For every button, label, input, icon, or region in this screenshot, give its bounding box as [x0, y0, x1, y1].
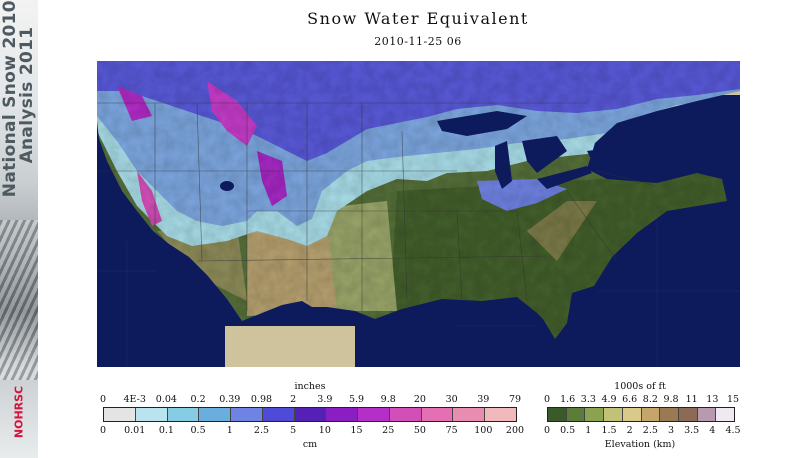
- inch-tick-label: 4E-3: [123, 394, 146, 405]
- elevation-swatch: [604, 408, 623, 421]
- km-tick-label: 1: [585, 425, 592, 436]
- inch-tick-label: 39: [477, 394, 490, 405]
- elevation-swatch: [660, 408, 679, 421]
- state-boundaries: [97, 102, 658, 311]
- cm-tick-label: 5: [290, 425, 297, 436]
- swe-legend-unit-cm: cm: [302, 439, 318, 450]
- ft-tick-label: 9.8: [663, 394, 679, 405]
- inch-tick-label: 9.8: [380, 394, 396, 405]
- ft-tick-label: 13: [706, 394, 719, 405]
- km-tick-label: 0: [543, 425, 551, 436]
- banner-title-line2: Analysis 2011: [17, 26, 37, 164]
- elevation-swatch: [641, 408, 661, 421]
- km-tick-label: 1.5: [601, 425, 617, 436]
- cm-tick-label: 1: [226, 425, 233, 436]
- ft-tick-label: 15: [726, 394, 740, 405]
- swe-legend-unit-inches: inches: [294, 381, 326, 392]
- elevation-color-bar: [547, 407, 735, 422]
- km-tick-label: 3: [667, 425, 675, 436]
- cm-tick-label: 0.1: [158, 425, 174, 436]
- inch-tick-label: 0: [99, 394, 107, 405]
- banner-title: National Snow 2010- Analysis 2011: [0, 0, 37, 197]
- swe-swatch: [389, 408, 422, 421]
- swe-swatch: [453, 408, 486, 421]
- ft-tick-label: 11: [685, 394, 698, 405]
- cm-tick-label: 0.01: [124, 425, 146, 436]
- ft-tick-label: 8.2: [642, 394, 658, 405]
- inch-tick-label: 79: [508, 394, 522, 405]
- elevation-swatch: [566, 408, 586, 421]
- ft-tick-label: 4.9: [601, 394, 617, 405]
- swe-swatch: [485, 408, 516, 421]
- inch-tick-label: 5.9: [348, 394, 365, 405]
- km-tick-label: 4: [709, 425, 716, 436]
- cm-tick-label: 50: [413, 425, 426, 436]
- inch-tick-label: 0.39: [219, 394, 241, 405]
- no-data-region-mexico: [225, 326, 355, 367]
- swe-swatch: [104, 408, 136, 421]
- cm-tick-label: 2.5: [253, 425, 270, 436]
- swe-swatch: [294, 408, 327, 421]
- cm-tick-label: 15: [350, 425, 363, 436]
- elevation-swatch: [548, 408, 567, 421]
- elevation-legend-unit-ft: 1000s of ft: [614, 381, 666, 392]
- snow-water-equivalent-map: [97, 61, 740, 367]
- swe-swatch: [262, 408, 295, 421]
- cm-tick-label: 100: [474, 425, 493, 436]
- swe-swatch: [358, 408, 390, 421]
- swe-swatch: [326, 408, 359, 421]
- snow-cover-heavy: [97, 61, 740, 161]
- elevation-legend-unit-km: Elevation (km): [604, 439, 676, 450]
- great-lakes-snowband: [477, 179, 567, 211]
- elevation-swatch: [697, 408, 717, 421]
- inch-tick-label: 3.9: [317, 394, 333, 405]
- ft-tick-label: 6.6: [622, 394, 638, 405]
- cm-tick-label: 25: [382, 425, 395, 436]
- banner-photo-texture: [0, 220, 38, 380]
- nohrsc-logo: NOHRSC: [12, 385, 26, 439]
- elevation-swatch: [716, 408, 735, 421]
- cm-tick-label: 0: [99, 425, 107, 436]
- cm-tick-label: 75: [445, 425, 458, 436]
- great-salt-lake: [220, 181, 234, 191]
- km-tick-label: 0.5: [560, 425, 576, 436]
- nohrsc-side-banner: National Snow 2010- Analysis 2011 NOHRSC: [0, 0, 38, 458]
- ocean-grid: [97, 221, 740, 367]
- swe-swatch: [231, 408, 263, 421]
- ft-tick-label: 3.3: [580, 394, 596, 405]
- km-tick-label: 2: [626, 425, 633, 436]
- ft-tick-label: 0: [543, 394, 551, 405]
- swe-swatch: [421, 408, 454, 421]
- inch-tick-label: 2: [290, 394, 297, 405]
- inch-tick-label: 0.98: [250, 394, 273, 405]
- swe-swatch: [135, 408, 168, 421]
- map-datetime: 2010-11-25 06: [374, 35, 462, 48]
- map-title: Snow Water Equivalent: [307, 9, 529, 28]
- inch-tick-label: 30: [445, 394, 458, 405]
- elevation-swatch: [585, 408, 605, 421]
- swe-color-bar: [103, 407, 517, 422]
- elevation-swatch: [678, 408, 698, 421]
- swe-swatch: [167, 408, 200, 421]
- cm-tick-label: 200: [505, 425, 525, 436]
- km-tick-label: 2.5: [642, 425, 658, 436]
- inch-tick-label: 20: [413, 394, 426, 405]
- inch-tick-label: 0.2: [190, 394, 206, 405]
- cm-tick-label: 0.5: [190, 425, 206, 436]
- cm-tick-label: 10: [318, 425, 331, 436]
- ft-tick-label: 1.6: [560, 394, 576, 405]
- great-lakes: [437, 111, 619, 189]
- km-tick-label: 3.5: [684, 425, 700, 436]
- km-tick-label: 4.5: [725, 425, 741, 436]
- elevation-swatch: [622, 408, 642, 421]
- inch-tick-label: 0.04: [155, 394, 177, 405]
- swe-swatch: [199, 408, 232, 421]
- rockies-deep-snow: [207, 81, 257, 146]
